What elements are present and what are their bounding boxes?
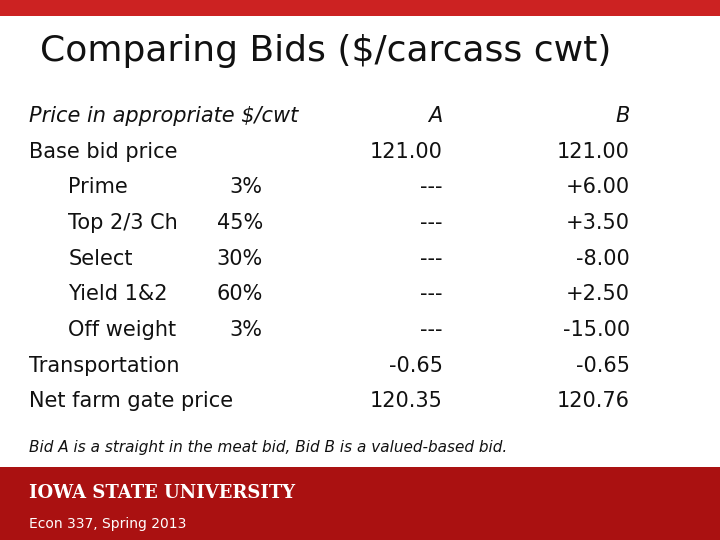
- Text: 120.35: 120.35: [370, 391, 443, 411]
- Text: 3%: 3%: [230, 320, 263, 340]
- Text: Yield 1&2: Yield 1&2: [68, 284, 168, 305]
- Text: Bid A is a straight in the meat bid, Bid B is a valued-based bid.: Bid A is a straight in the meat bid, Bid…: [29, 440, 507, 455]
- Text: Comparing Bids ($/carcass cwt): Comparing Bids ($/carcass cwt): [40, 35, 611, 68]
- Text: Base bid price: Base bid price: [29, 141, 177, 162]
- Text: 120.76: 120.76: [557, 391, 630, 411]
- Text: +2.50: +2.50: [566, 284, 630, 305]
- Text: 121.00: 121.00: [557, 141, 630, 162]
- Text: A: A: [428, 106, 443, 126]
- Text: B: B: [616, 106, 630, 126]
- Text: +3.50: +3.50: [566, 213, 630, 233]
- Text: 121.00: 121.00: [370, 141, 443, 162]
- Text: 45%: 45%: [217, 213, 263, 233]
- Text: 3%: 3%: [230, 177, 263, 198]
- Text: ---: ---: [420, 177, 443, 198]
- Text: +6.00: +6.00: [566, 177, 630, 198]
- Text: Net farm gate price: Net farm gate price: [29, 391, 233, 411]
- Text: -0.65: -0.65: [576, 355, 630, 376]
- Text: -15.00: -15.00: [563, 320, 630, 340]
- Text: Prime: Prime: [68, 177, 128, 198]
- Text: Select: Select: [68, 248, 133, 269]
- Text: -0.65: -0.65: [389, 355, 443, 376]
- Text: IOWA STATE UNIVERSITY: IOWA STATE UNIVERSITY: [29, 484, 295, 502]
- Text: Transportation: Transportation: [29, 355, 179, 376]
- Text: 30%: 30%: [217, 248, 263, 269]
- Text: Econ 337, Spring 2013: Econ 337, Spring 2013: [29, 517, 186, 531]
- Text: Price in appropriate $/cwt: Price in appropriate $/cwt: [29, 106, 298, 126]
- Text: Top 2/3 Ch: Top 2/3 Ch: [68, 213, 178, 233]
- Text: Off weight: Off weight: [68, 320, 176, 340]
- Text: ---: ---: [420, 213, 443, 233]
- Text: ---: ---: [420, 320, 443, 340]
- Text: ---: ---: [420, 284, 443, 305]
- Text: 60%: 60%: [217, 284, 263, 305]
- Text: -8.00: -8.00: [576, 248, 630, 269]
- Text: ---: ---: [420, 248, 443, 269]
